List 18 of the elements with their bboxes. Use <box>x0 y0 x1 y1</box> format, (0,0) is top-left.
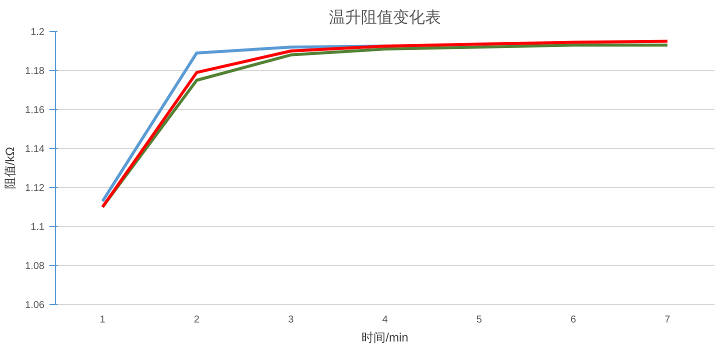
y-tick-label: 1.16 <box>25 105 45 116</box>
y-tick-label: 1.12 <box>25 183 45 194</box>
y-axis-title: 阻值/kΩ <box>3 146 18 190</box>
y-tick-label: 1.08 <box>25 261 45 272</box>
x-tick-label: 2 <box>194 314 200 326</box>
x-tick-label: 7 <box>664 314 671 326</box>
x-tick-label: 1 <box>100 314 106 326</box>
y-tick-label: 1.18 <box>25 66 45 77</box>
y-tick-label: 1.14 <box>25 144 45 155</box>
x-axis-title: 时间/min <box>362 330 408 344</box>
x-tick-label: 6 <box>570 314 577 326</box>
x-tick-label: 4 <box>382 314 388 326</box>
x-tick-label: 3 <box>288 314 294 326</box>
y-tick-label: 1.06 <box>25 300 45 311</box>
y-tick-label: 1.1 <box>30 222 45 233</box>
x-tick-label: 5 <box>476 314 482 326</box>
chart-title: 温升阻值变化表 <box>329 8 441 26</box>
y-tick-label: 1.2 <box>30 27 45 38</box>
